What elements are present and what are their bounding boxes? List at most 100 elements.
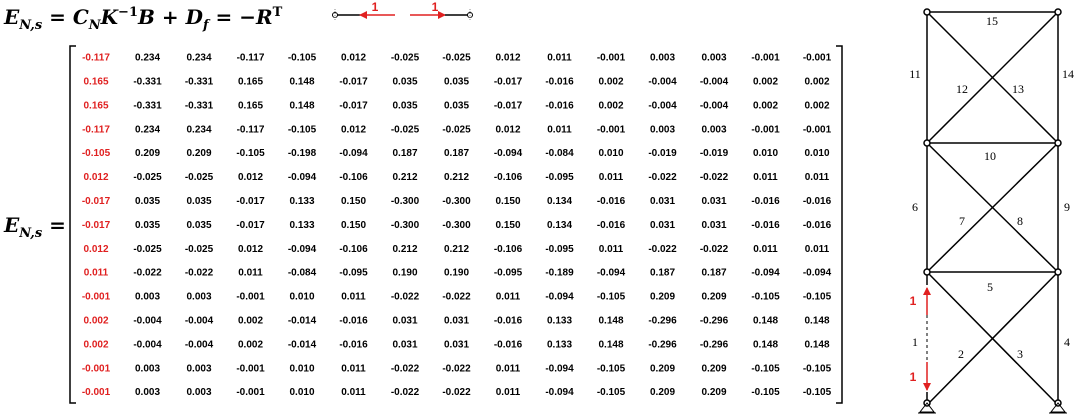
matrix-cell: 0.012 — [238, 244, 263, 255]
matrix-cell: -0.004 — [133, 339, 162, 350]
matrix-cell: -0.296 — [700, 316, 729, 327]
matrix-cell: -0.004 — [185, 339, 214, 350]
matrix-cell: -0.022 — [648, 172, 677, 183]
eq-part: = — [42, 5, 73, 29]
matrix-cell: 0.011 — [805, 244, 830, 255]
matrix-cell: 0.035 — [392, 100, 417, 111]
matrix-cell: 0.148 — [289, 77, 314, 88]
matrix-cell: 0.012 — [238, 172, 263, 183]
matrix-cell: -0.094 — [597, 268, 626, 279]
member-label: 13 — [1012, 82, 1024, 96]
matrix-cell: 0.012 — [495, 124, 520, 135]
matrix-cell: -0.095 — [494, 268, 523, 279]
matrix-cell: -0.300 — [442, 196, 471, 207]
matrix-cell: 0.035 — [444, 77, 469, 88]
matrix-cell: -0.117 — [237, 124, 265, 135]
matrix-cell: -0.017 — [82, 220, 111, 231]
matrix-cell: 0.165 — [83, 77, 108, 88]
matrix-cell: -0.022 — [391, 363, 420, 374]
matrix-cell: -0.017 — [236, 220, 265, 231]
matrix-cell: -0.016 — [803, 196, 832, 207]
matrix-cell: 0.002 — [238, 339, 263, 350]
matrix-cell: -0.001 — [82, 363, 111, 374]
matrix-cell: 0.212 — [444, 244, 469, 255]
matrix-cell: -0.331 — [185, 100, 214, 111]
matrix-cell: 0.003 — [701, 124, 726, 135]
matrix-cell: 0.010 — [289, 292, 314, 303]
matrix-cell: 0.134 — [547, 220, 572, 231]
matrix-cell: 0.035 — [135, 196, 160, 207]
member-label: 7 — [959, 214, 965, 228]
matrix-cell: -0.025 — [442, 124, 471, 135]
matrix-cell: 0.187 — [444, 148, 469, 159]
matrix-cell: 0.002 — [598, 77, 623, 88]
matrix-cell: -0.300 — [442, 220, 471, 231]
matrix-cell: 0.209 — [701, 387, 726, 398]
matrix-cell: -0.016 — [545, 100, 574, 111]
matrix-cell: -0.022 — [700, 172, 729, 183]
matrix-label: EN,s = — [3, 213, 66, 241]
matrix-cell: -0.022 — [442, 292, 471, 303]
eq-sub: f — [202, 18, 211, 33]
matrix-cell: -0.016 — [597, 220, 626, 231]
matrix-cell: -0.017 — [339, 100, 368, 111]
matrix-cell: 0.011 — [599, 172, 624, 183]
matrix-cell: 0.165 — [238, 100, 263, 111]
member-label: 3 — [1017, 347, 1023, 361]
matrix-cell: -0.025 — [133, 172, 162, 183]
matrix-cell: -0.016 — [751, 196, 780, 207]
matrix-cell: -0.189 — [545, 268, 574, 279]
matrix-cell: -0.001 — [236, 292, 265, 303]
matrix-cell: -0.094 — [339, 148, 368, 159]
matrix-cell: 0.011 — [599, 244, 624, 255]
eq-part: K — [100, 5, 120, 29]
matrix-cell: -0.094 — [545, 292, 574, 303]
matrix-cell: -0.105 — [803, 292, 832, 303]
matrix-cell: 0.209 — [650, 363, 675, 374]
matrix-cell: -0.105 — [803, 363, 832, 374]
member-label: 2 — [958, 347, 964, 361]
matrix-cell: -0.094 — [803, 268, 832, 279]
matrix-cell: 0.209 — [186, 148, 211, 159]
matrix-cell: 0.035 — [444, 100, 469, 111]
matrix-cell: -0.025 — [391, 124, 420, 135]
matrix-cell: 0.209 — [701, 363, 726, 374]
matrix-cell: -0.094 — [494, 148, 523, 159]
matrix-cell: 0.002 — [83, 339, 108, 350]
matrix-cell: -0.022 — [648, 244, 677, 255]
matrix-cell: -0.105 — [597, 292, 626, 303]
matrix-cell: -0.016 — [751, 220, 780, 231]
matrix-cell: 0.150 — [341, 220, 366, 231]
eq-part: = − — [209, 5, 256, 29]
matrix-cell: 0.002 — [238, 316, 263, 327]
matrix-cell: -0.017 — [494, 100, 523, 111]
matrix-cell: -0.016 — [494, 339, 523, 350]
matrix-cell: -0.017 — [82, 196, 111, 207]
matrix-cell: -0.017 — [339, 77, 368, 88]
matrix-cell: -0.105 — [751, 387, 780, 398]
member-label: 6 — [912, 200, 918, 214]
matrix-cell: -0.095 — [545, 172, 574, 183]
matrix-cell: -0.106 — [339, 172, 368, 183]
matrix-cell: 0.012 — [341, 53, 366, 64]
matrix-cell: -0.331 — [133, 100, 162, 111]
load-label: 1 — [910, 370, 917, 384]
member-label: 10 — [984, 149, 996, 163]
matrix-cell: 0.011 — [753, 172, 778, 183]
matrix-cell: 0.133 — [289, 196, 314, 207]
matrix-cell: -0.094 — [288, 244, 317, 255]
matrix-cell: 0.212 — [392, 172, 417, 183]
matrix-cell: 0.031 — [701, 196, 726, 207]
matrix-cell: -0.016 — [339, 339, 368, 350]
matrix-cell: 0.133 — [547, 339, 572, 350]
matrix-cell: -0.105 — [597, 363, 626, 374]
legend-label: 1 — [372, 0, 379, 14]
matrix-cell: -0.117 — [82, 53, 110, 64]
matrix-cell: 0.212 — [392, 244, 417, 255]
matrix-cell: -0.001 — [803, 124, 832, 135]
member-label: 15 — [986, 14, 998, 28]
matrix-cell: 0.010 — [289, 363, 314, 374]
matrix-cell: -0.025 — [185, 244, 214, 255]
matrix-cell: 0.133 — [289, 220, 314, 231]
